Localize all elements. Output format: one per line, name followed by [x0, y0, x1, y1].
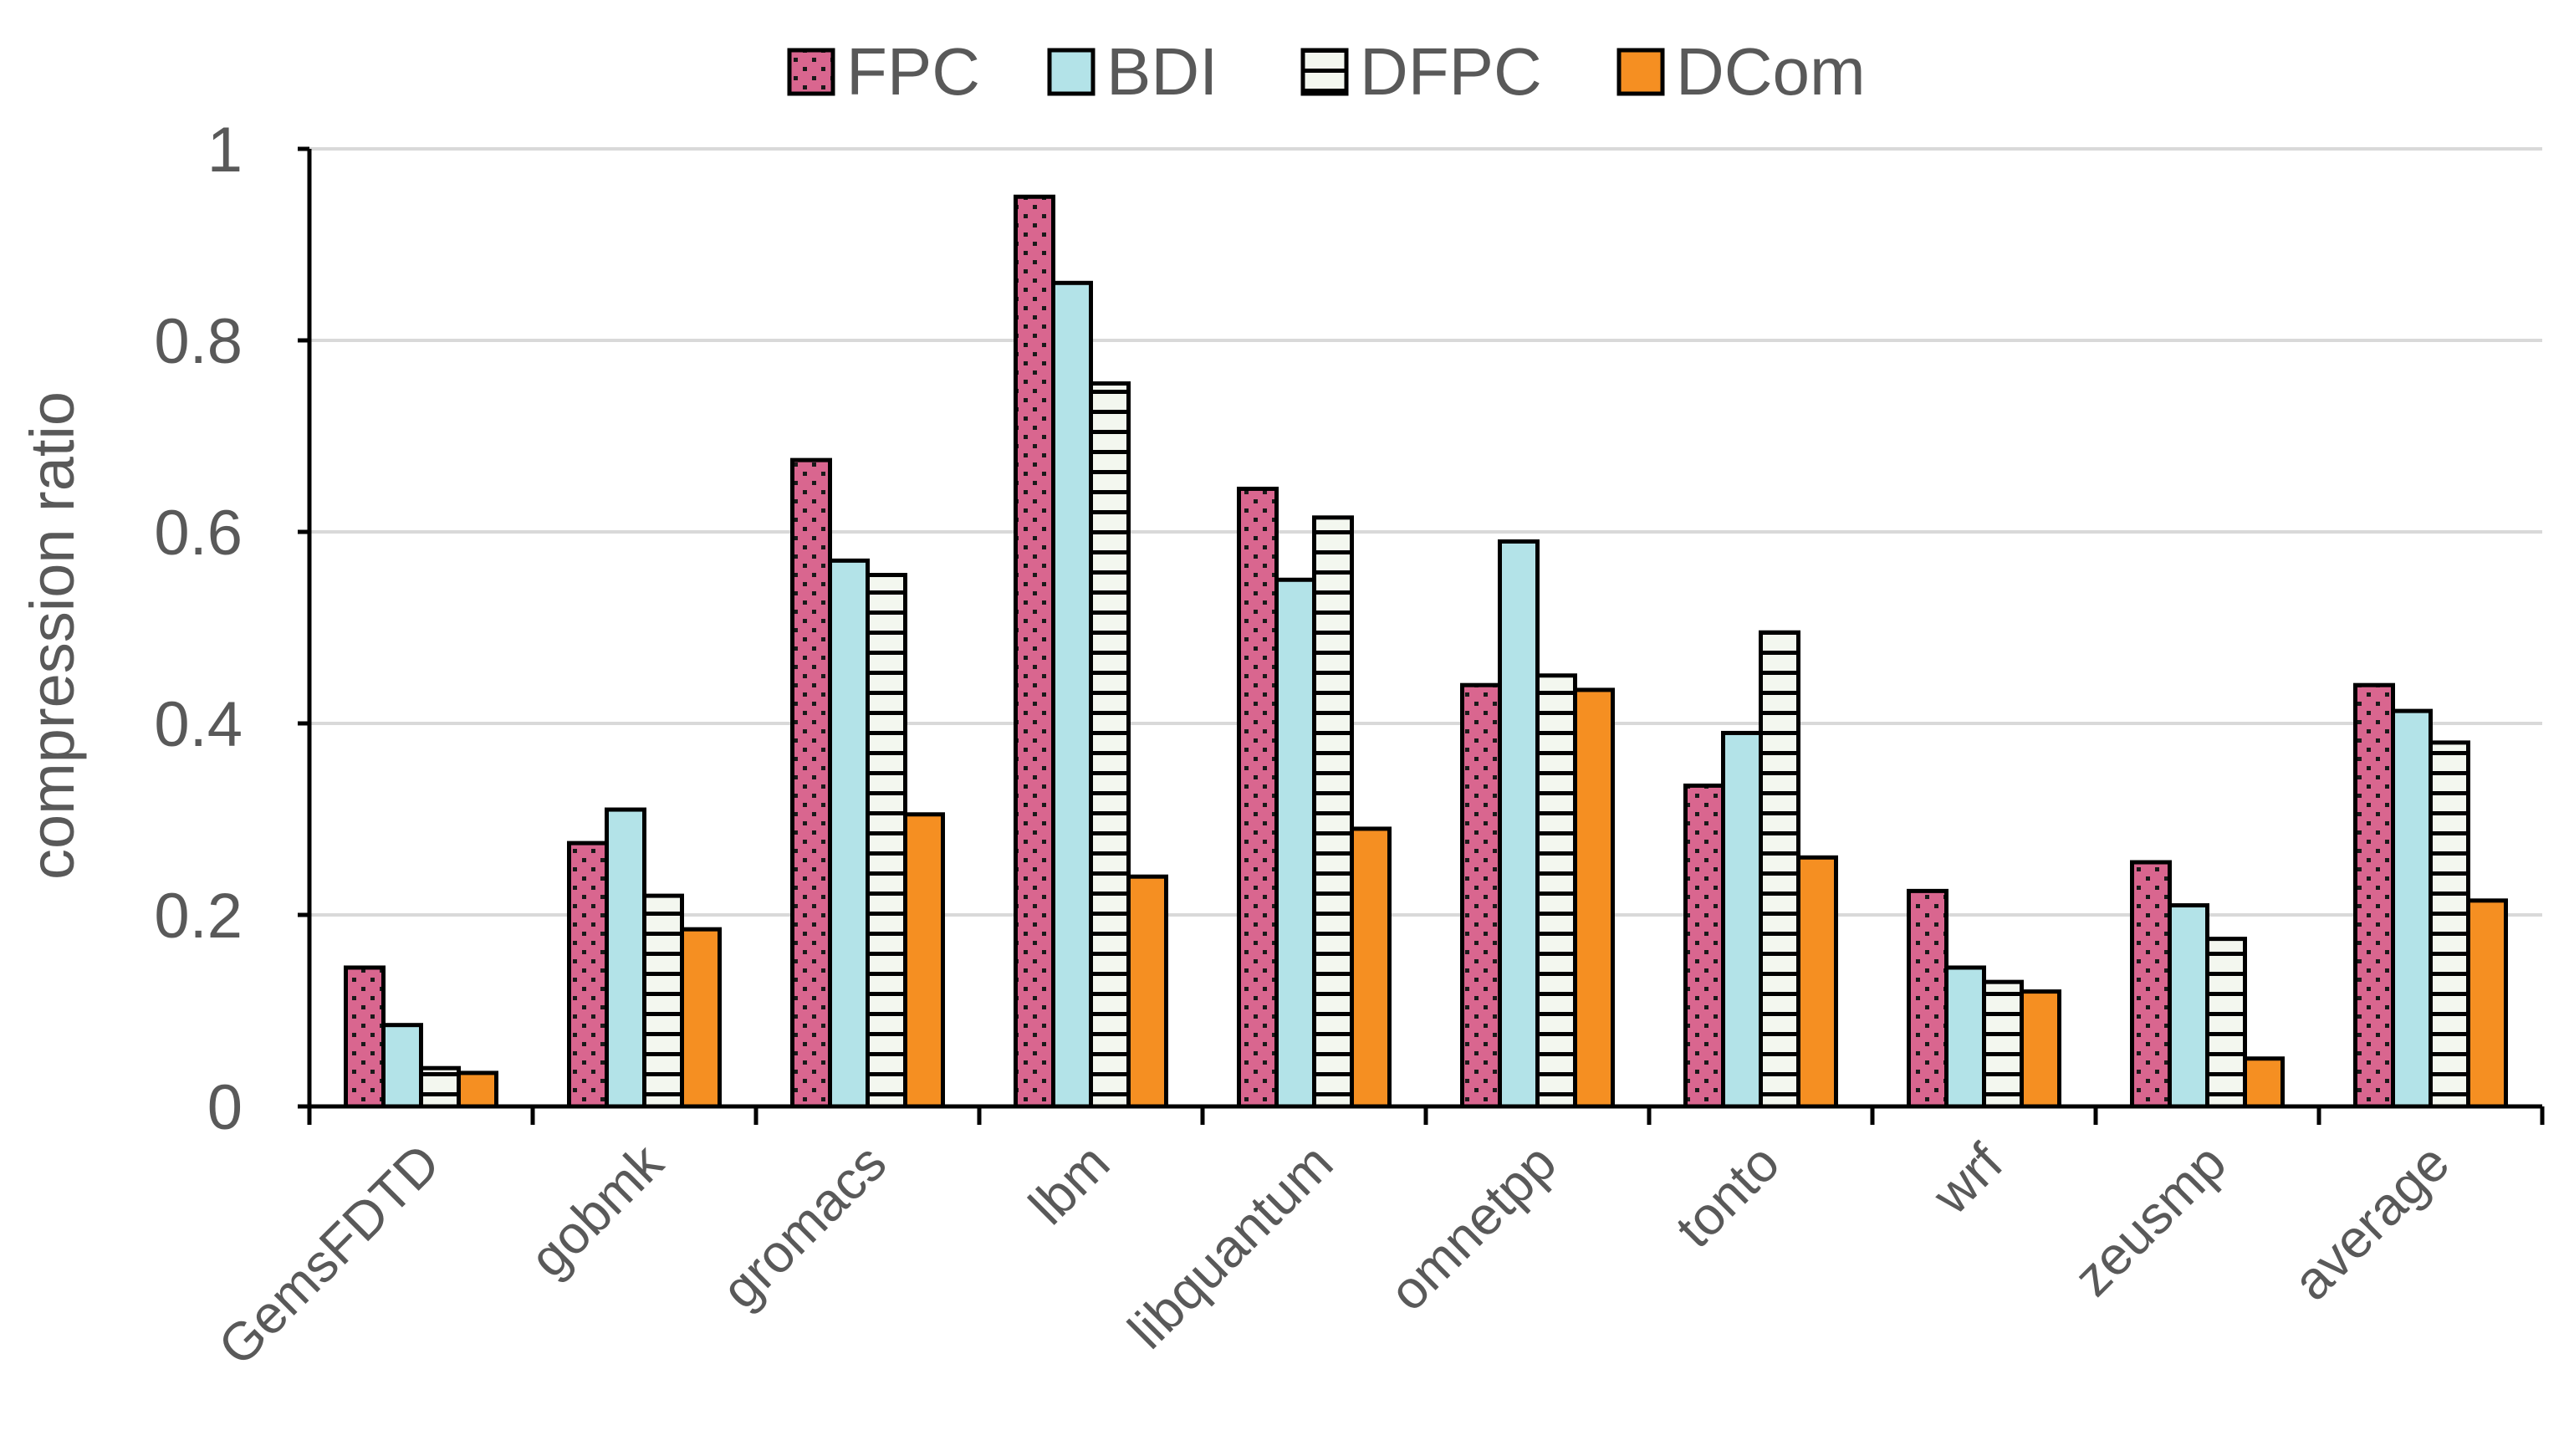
- bar-dcom-tonto: [1796, 855, 1838, 1109]
- bar-bdi-gobmk: [605, 807, 646, 1109]
- bar-fpc-omnetpp: [1460, 682, 1502, 1109]
- bar-dcom-gemsfdtd: [457, 1070, 498, 1109]
- bar-bdi-zeusmp: [2168, 903, 2209, 1109]
- bar-dfpc-average: [2429, 740, 2470, 1109]
- legend-swatch-dcom: [1616, 48, 1665, 96]
- x-category-label: gromacs: [710, 1132, 897, 1320]
- axes: [307, 149, 2545, 1125]
- x-category-label: zeusmp: [2062, 1132, 2237, 1307]
- bar-dfpc-gemsfdtd: [419, 1065, 461, 1109]
- legend-label-fpc: FPC: [846, 34, 980, 109]
- bar-dfpc-lbm: [1089, 381, 1131, 1109]
- bars: [344, 194, 2508, 1109]
- legend-swatch-dfpc: [1300, 48, 1349, 96]
- legend: FPC BDI DFPC DCom: [787, 34, 1866, 109]
- bar-fpc-tonto: [1683, 783, 1725, 1109]
- bar-fpc-gemsfdtd: [344, 965, 386, 1109]
- bar-dfpc-libquantum: [1312, 515, 1354, 1109]
- bar-bdi-lbm: [1051, 280, 1093, 1109]
- gridlines: [309, 147, 2542, 917]
- x-category-label: libquantum: [1116, 1132, 1344, 1360]
- bar-dcom-average: [2466, 898, 2508, 1109]
- y-tick-label: 0.2: [154, 881, 243, 952]
- bar-dcom-lbm: [1126, 874, 1168, 1109]
- bar-bdi-omnetpp: [1498, 539, 1540, 1109]
- y-tick-label: 0.6: [154, 498, 243, 569]
- bar-dfpc-omnetpp: [1535, 673, 1577, 1109]
- y-tick-labels: 0 0.2 0.4 0.6 0.8 1: [154, 115, 309, 1143]
- bar-fpc-wrf: [1907, 888, 1948, 1109]
- bar-fpc-lbm: [1014, 194, 1055, 1109]
- y-tick-label: 0: [207, 1072, 243, 1143]
- bar-fpc-average: [2353, 682, 2395, 1109]
- legend-label-dcom: DCom: [1676, 34, 1866, 109]
- bar-fpc-libquantum: [1237, 486, 1279, 1109]
- legend-swatch-fpc: [787, 48, 835, 96]
- bar-bdi-wrf: [1944, 965, 1986, 1109]
- bar-dcom-gromacs: [903, 812, 945, 1109]
- x-category-label: average: [2281, 1132, 2460, 1311]
- bar-bdi-gromacs: [828, 558, 870, 1109]
- bar-bdi-gemsfdtd: [381, 1023, 423, 1109]
- bar-dfpc-tonto: [1759, 630, 1800, 1109]
- bar-bdi-tonto: [1721, 730, 1763, 1109]
- x-category-label: gobmk: [518, 1132, 675, 1288]
- bar-bdi-average: [2391, 708, 2433, 1109]
- y-tick-label: 0.4: [154, 689, 243, 760]
- bar-bdi-libquantum: [1274, 577, 1316, 1109]
- bar-dcom-wrf: [2020, 989, 2061, 1109]
- legend-swatch-bdi: [1047, 48, 1096, 96]
- x-category-label: omnetpp: [1377, 1132, 1567, 1322]
- bar-dcom-gobmk: [680, 927, 722, 1109]
- bar-fpc-gromacs: [790, 457, 832, 1109]
- bar-dfpc-wrf: [1982, 979, 2024, 1109]
- x-category-label: tonto: [1664, 1132, 1791, 1259]
- y-tick-label: 0.8: [154, 306, 243, 377]
- bar-fpc-zeusmp: [2130, 860, 2172, 1109]
- bar-dcom-zeusmp: [2243, 1056, 2285, 1109]
- bar-dfpc-gobmk: [642, 893, 684, 1109]
- legend-label-dfpc: DFPC: [1360, 34, 1542, 109]
- y-tick-label: 1: [207, 115, 243, 186]
- x-category-label: wrf: [1920, 1132, 2014, 1226]
- bar-dcom-omnetpp: [1573, 687, 1615, 1109]
- bar-dcom-libquantum: [1350, 826, 1392, 1109]
- x-category-label: lbm: [1018, 1132, 1121, 1236]
- legend-label-bdi: BDI: [1106, 34, 1218, 109]
- bar-dfpc-gromacs: [866, 573, 907, 1109]
- x-category-label: GemsFDTD: [207, 1132, 451, 1377]
- y-axis-label: compression ratio: [18, 391, 87, 880]
- bar-dfpc-zeusmp: [2205, 937, 2247, 1109]
- bar-fpc-gobmk: [567, 840, 609, 1109]
